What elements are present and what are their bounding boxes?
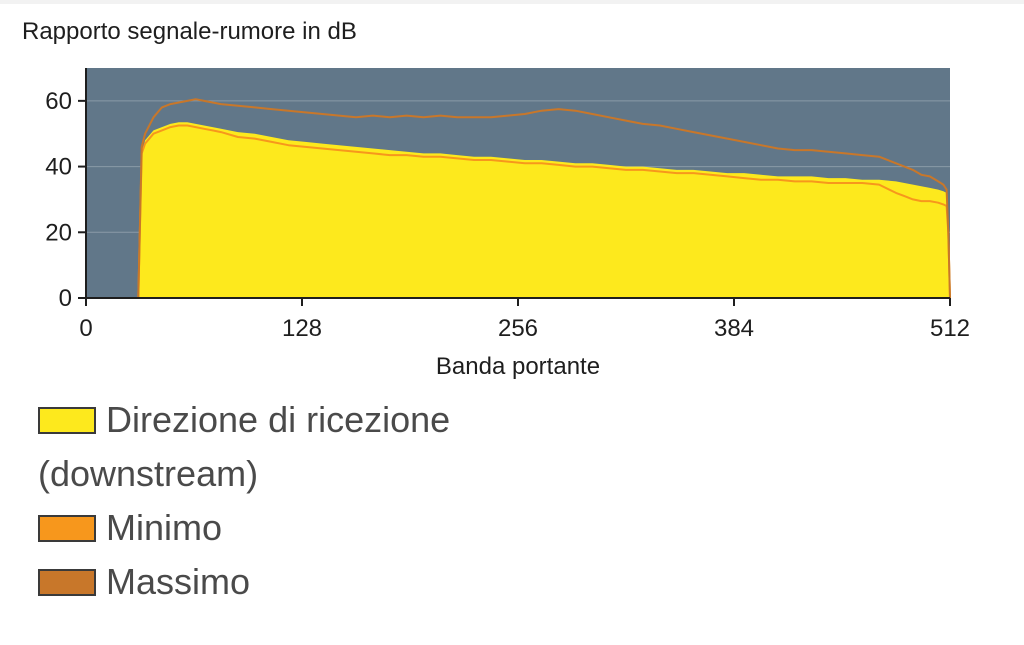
series-layer [137,98,951,299]
y-tick-label-20: 20 [45,219,72,246]
series-line-minimo [137,124,951,299]
snr-chart: 0 20 40 60 0 128 256 384 512 Banda portante [45,68,970,380]
series-line-massimo [137,98,951,299]
x-tick-label-256: 256 [498,315,538,342]
legend-label-massimo: Massimo [106,561,251,602]
legend-label-minimo: Minimo [106,507,223,548]
legend: Direzione di ricezione (downstream) Mini… [38,393,598,609]
legend-swatch-downstream [38,407,96,434]
axes: 0 20 40 60 0 128 256 384 512 [45,68,970,342]
legend-label-downstream: Direzione di ricezione (downstream) [38,399,451,494]
x-tick-label-0: 0 [79,315,92,342]
top-divider [0,0,1024,4]
y-tick-label-60: 60 [45,88,72,115]
legend-item-massimo: Massimo [38,555,598,609]
legend-item-minimo: Minimo [38,501,598,555]
series-area-downstream [138,122,951,298]
x-axis-title: Banda portante [436,353,600,380]
x-tick-label-384: 384 [714,315,754,342]
y-tick-label-0: 0 [59,285,72,312]
chart-title: Rapporto segnale-rumore in dB [22,18,357,45]
x-tick-label-128: 128 [282,315,322,342]
legend-swatch-minimo [38,515,96,542]
legend-swatch-massimo [38,569,96,596]
y-tick-label-40: 40 [45,154,72,181]
x-tick-label-512: 512 [930,315,970,342]
legend-item-downstream: Direzione di ricezione (downstream) [38,393,598,501]
